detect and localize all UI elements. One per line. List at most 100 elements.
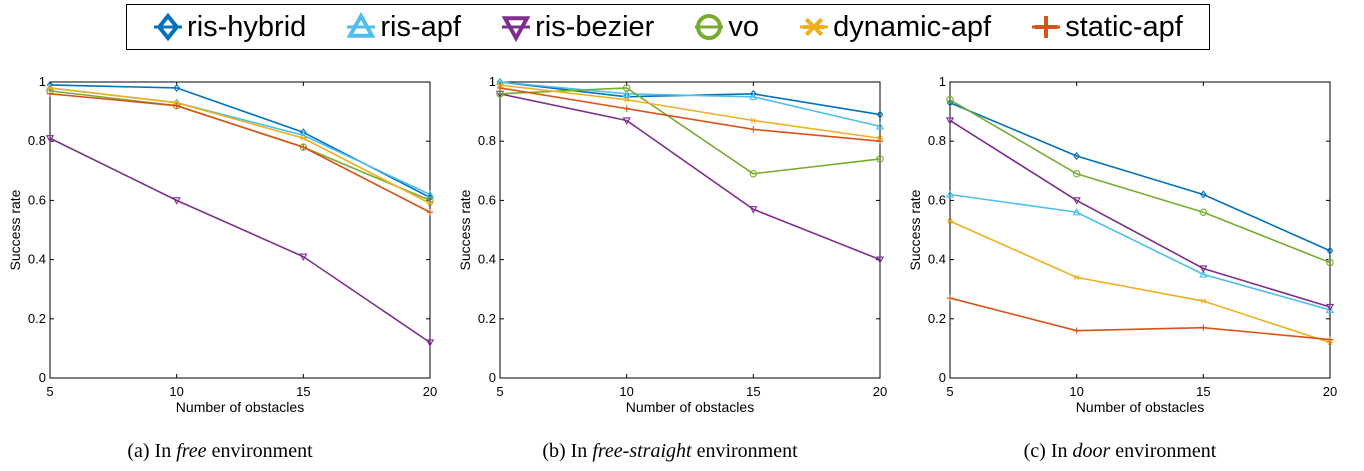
legend-item-vo: vo xyxy=(694,11,759,44)
series-line-dynamic-apf xyxy=(49,87,431,205)
triangle-down-marker xyxy=(45,135,55,143)
y-axis-label: Success rate xyxy=(457,189,473,270)
triangle-down-marker xyxy=(875,256,885,264)
caption-env: free xyxy=(176,440,207,462)
x-tick-label: 20 xyxy=(423,384,437,399)
y-tick-label: 0.2 xyxy=(478,311,496,326)
x-tick-label: 15 xyxy=(746,384,760,399)
triangle-up-marker xyxy=(346,12,376,38)
caption-prefix: (b) In xyxy=(542,440,593,462)
x-axis-label: Number of obstacles xyxy=(1076,399,1204,415)
x-tick-label: 20 xyxy=(873,384,887,399)
circle-marker xyxy=(1326,258,1334,267)
diamond-marker xyxy=(1073,151,1080,161)
plus-marker xyxy=(46,90,54,98)
caption-a: (a) In free environment xyxy=(0,440,440,463)
x-tick-label: 5 xyxy=(46,384,53,399)
caption-env: door xyxy=(1072,440,1111,462)
x-tick-label: 15 xyxy=(1196,384,1210,399)
triangle-up-marker xyxy=(1072,207,1081,216)
triangle-down-marker xyxy=(501,16,531,42)
circle-marker xyxy=(946,96,954,104)
plus-marker xyxy=(1200,324,1207,331)
asterisk-marker xyxy=(426,200,434,206)
asterisk-marker xyxy=(46,85,54,91)
circle-marker xyxy=(749,170,758,178)
legend-label: vo xyxy=(728,10,760,43)
y-tick-label: 0.2 xyxy=(928,311,946,326)
series-line-ris-apf xyxy=(949,193,1331,311)
plus-marker xyxy=(300,143,307,151)
x-tick-label: 10 xyxy=(169,384,183,399)
y-tick-label: 0.2 xyxy=(28,311,46,326)
triangle-down-marker xyxy=(622,117,631,125)
asterisk-marker xyxy=(623,97,630,103)
circle-marker xyxy=(622,84,631,92)
x-tick-label: 10 xyxy=(619,384,633,399)
triangle-down-marker xyxy=(172,197,181,205)
legend-item-ris-apf: ris-apf xyxy=(346,11,461,44)
triangle-up-marker xyxy=(875,122,885,130)
triangle-down-marker xyxy=(945,117,955,125)
series-line-dynamic-apf xyxy=(499,84,881,140)
chart-panel-c: 5 10 15 20 0 0.2 0.4 0.6 0.8 1 Number of obstacles… xyxy=(900,68,1340,415)
x-tick-label: 5 xyxy=(496,384,503,399)
diamond-marker xyxy=(426,193,434,202)
chart-panel-a: 5 10 15 20 0 0.2 0.4 0.6 0.8 1 Number of obstacles… xyxy=(0,68,440,415)
x-tick-label: 5 xyxy=(946,384,953,399)
diamond-marker xyxy=(173,83,180,93)
circle-marker-icon xyxy=(695,14,724,40)
series-line-ris-bezier xyxy=(499,93,881,261)
y-axis-label: Success rate xyxy=(7,189,23,270)
y-tick-label: 0.8 xyxy=(28,133,46,148)
x-tick-label: 20 xyxy=(1323,384,1337,399)
y-tick-label: 0.4 xyxy=(28,252,46,267)
y-tick-label: 0.6 xyxy=(928,192,946,207)
diamond-marker xyxy=(156,12,180,42)
asterisk-marker xyxy=(1073,274,1080,280)
triangle-up-marker xyxy=(622,89,631,97)
plot-area xyxy=(499,81,881,379)
asterisk-marker xyxy=(946,218,954,224)
x-axis-label: Number of obstacles xyxy=(626,399,754,415)
y-tick-label: 0 xyxy=(939,370,946,385)
plus-marker xyxy=(750,126,757,133)
series-line-static-apf xyxy=(49,93,431,213)
triangle-down-marker xyxy=(1072,197,1081,205)
series-line-ris-apf xyxy=(499,81,881,128)
triangle-down-marker-icon xyxy=(501,16,531,42)
circle-marker xyxy=(1072,170,1081,178)
plus-marker-icon xyxy=(1032,16,1061,38)
y-tick-label: 0 xyxy=(39,370,46,385)
y-axis-label: Success rate xyxy=(907,189,923,270)
triangle-up-marker xyxy=(749,92,758,100)
caption-suffix: environment xyxy=(1110,440,1217,462)
asterisk-marker xyxy=(803,17,826,37)
triangle-down-marker xyxy=(299,253,308,261)
legend-item-static-apf: static-apf xyxy=(1031,11,1183,44)
circle-marker xyxy=(1199,208,1208,216)
y-tick-label: 1 xyxy=(39,74,46,89)
series-line-static-apf xyxy=(949,297,1331,341)
legend-label: ris-hybrid xyxy=(187,10,307,43)
y-tick-label: 0.6 xyxy=(28,192,46,207)
chart-panel-b: 5 10 15 20 0 0.2 0.4 0.6 0.8 1 Number of obstacles… xyxy=(450,68,890,415)
legend-label: dynamic-apf xyxy=(833,10,992,43)
y-tick-label: 0.8 xyxy=(928,133,946,148)
legend-item-ris-bezier: ris-bezier xyxy=(501,11,654,44)
series-line-dynamic-apf xyxy=(949,220,1331,344)
series-line-static-apf xyxy=(499,87,881,142)
triangle-down-marker xyxy=(1199,265,1208,273)
series-line-vo xyxy=(499,87,881,175)
plus-marker xyxy=(946,294,954,302)
legend: ris-hybrid ris-apf ris-bezier vo dynamic… xyxy=(126,4,1210,50)
plus-marker xyxy=(876,138,884,145)
plus-marker xyxy=(496,84,504,92)
series-line-ris-hybrid xyxy=(949,101,1331,252)
diamond-marker xyxy=(1200,190,1207,199)
line-chart-free-straight: 5 10 15 20 0 0.2 0.4 0.6 0.8 1 Number of obstacles… xyxy=(457,74,887,415)
y-tick-label: 0.8 xyxy=(478,133,496,148)
legend-item-ris-hybrid: ris-hybrid xyxy=(153,11,306,44)
y-tick-label: 1 xyxy=(939,74,946,89)
triangle-up-marker-icon xyxy=(346,12,376,38)
